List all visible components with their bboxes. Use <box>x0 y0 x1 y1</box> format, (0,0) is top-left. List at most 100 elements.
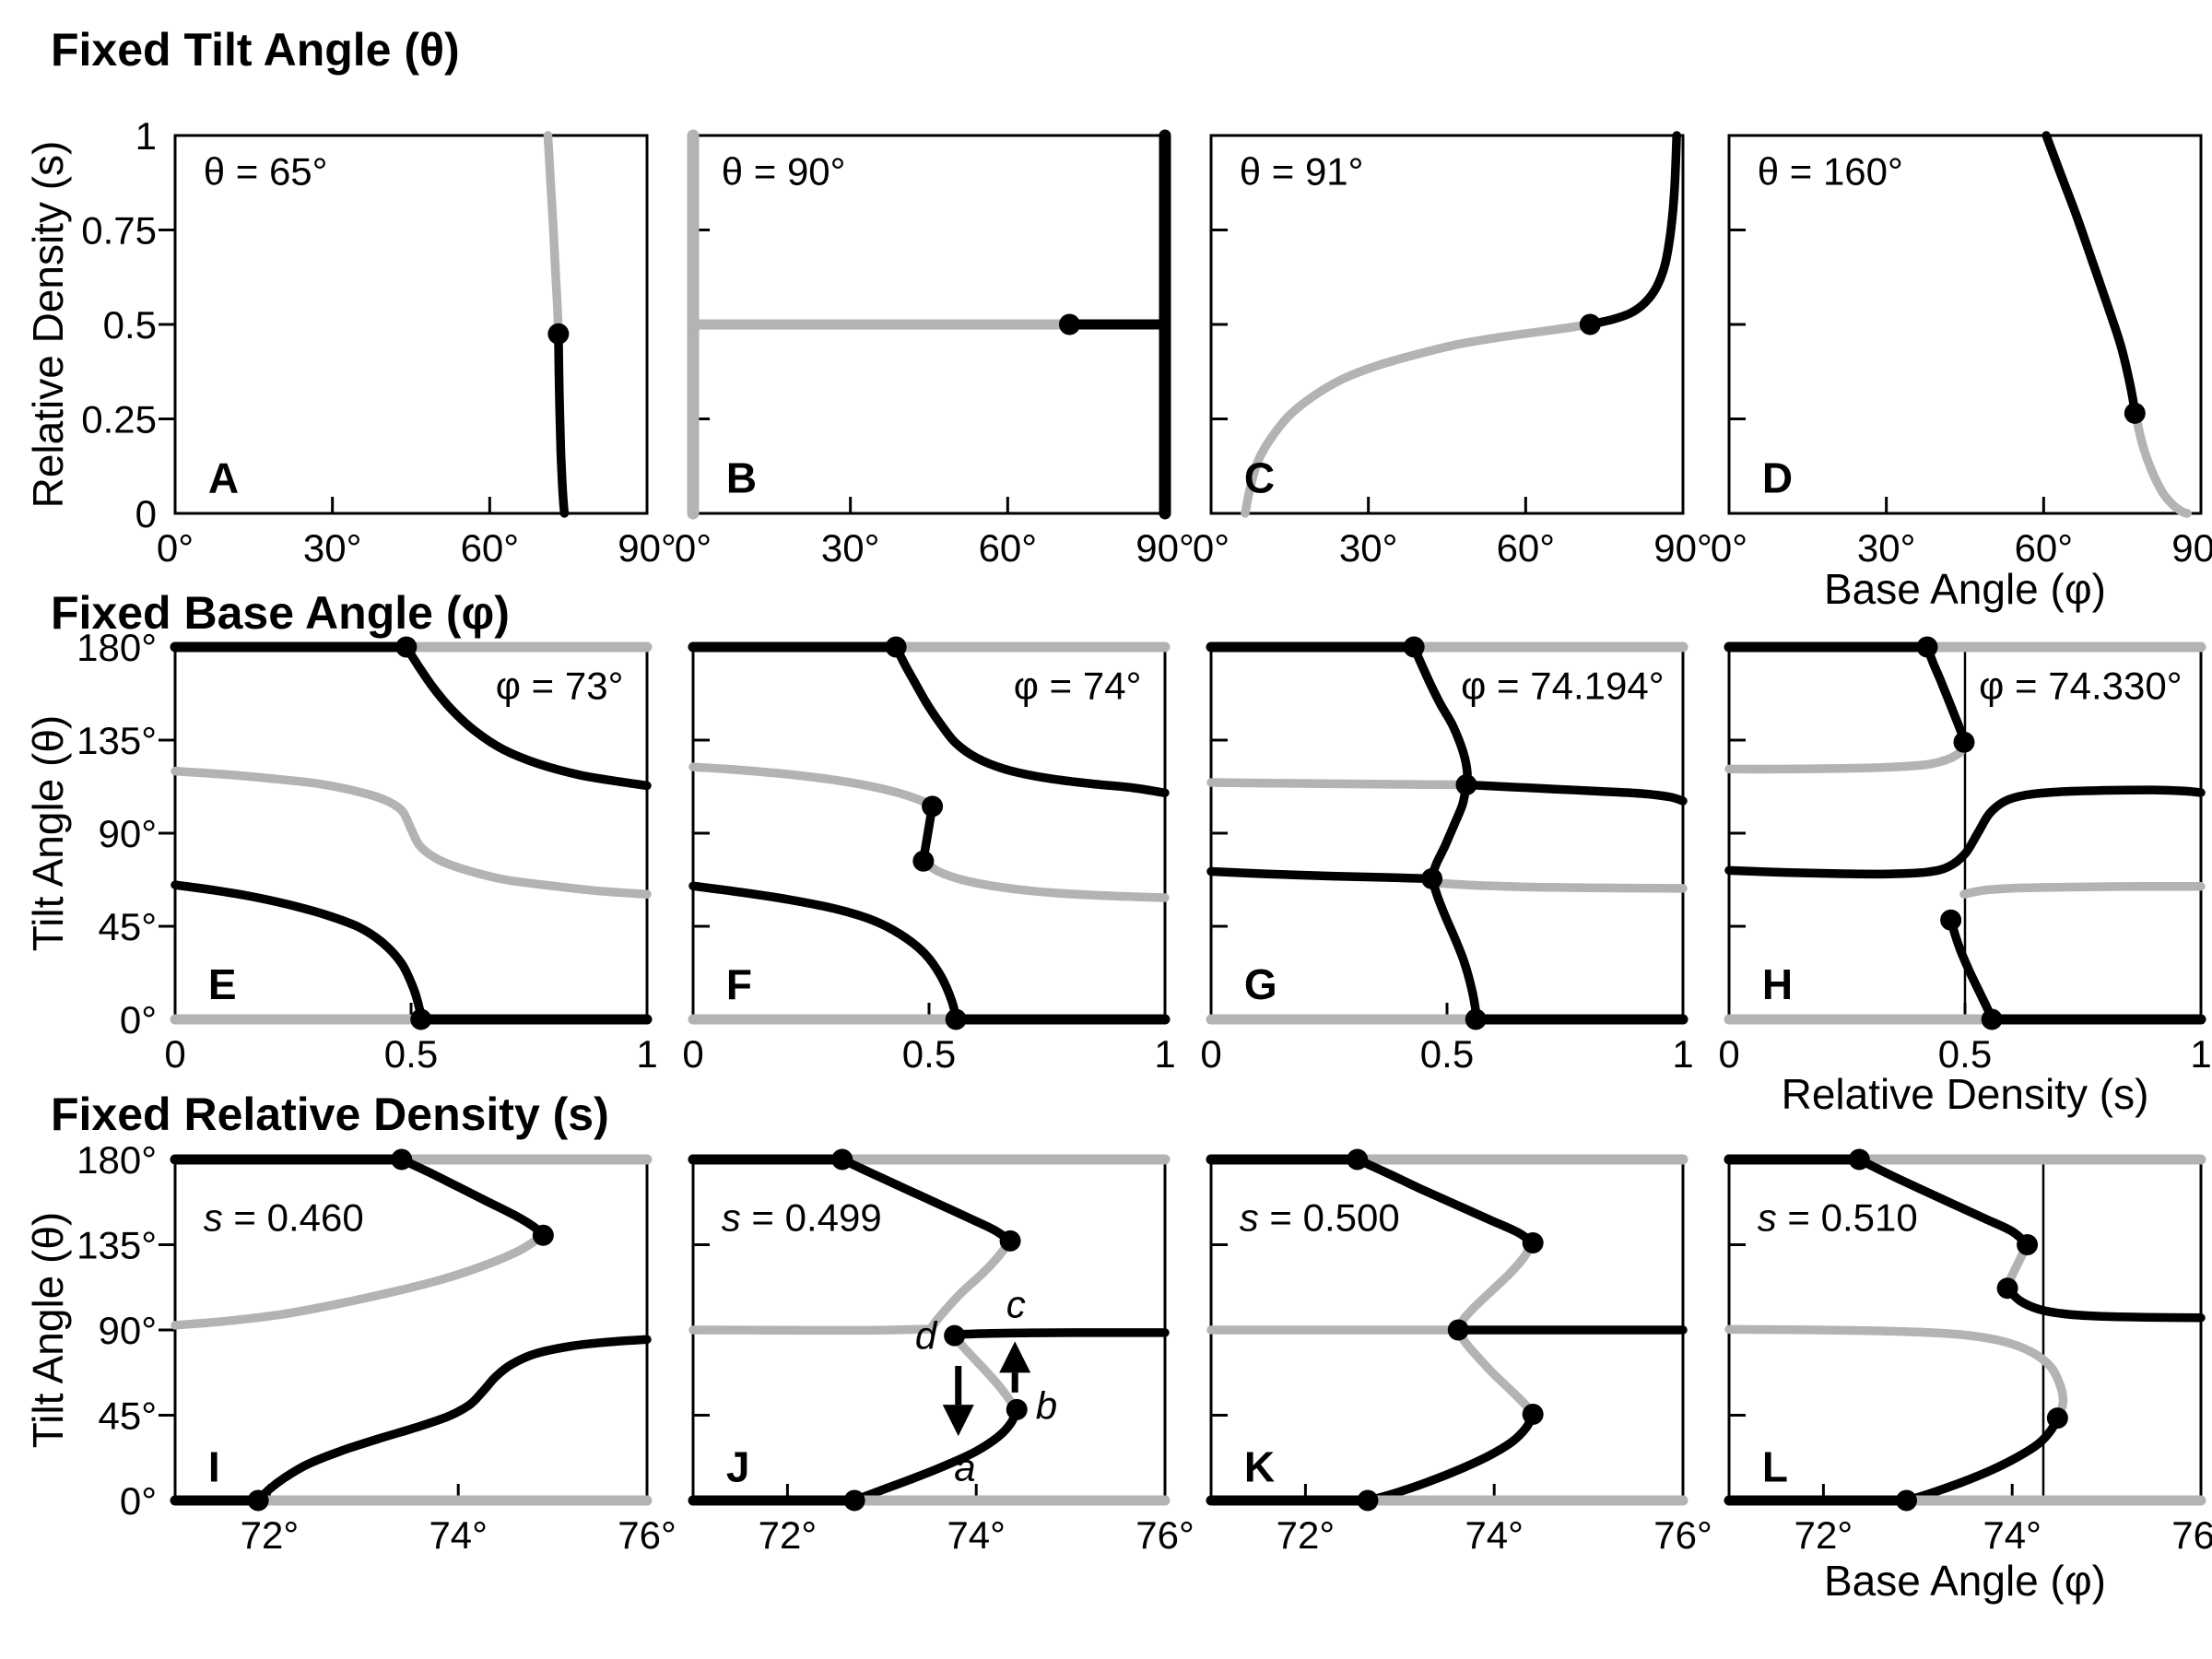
ticks: 72° 74° 76° <box>1729 1243 2212 1557</box>
x-tick-label: 90° <box>1653 526 1712 570</box>
x-tick-label: 0 <box>164 1032 185 1076</box>
y-tick-label: 90° <box>98 812 157 855</box>
data-point <box>1940 909 1962 931</box>
x-tick-label: 60° <box>2015 526 2074 570</box>
data-point <box>843 1489 865 1512</box>
point-label-b: b <box>1036 1384 1057 1428</box>
data-point <box>912 850 935 872</box>
y-tick-label: 0° <box>120 998 157 1041</box>
y-tick-label: 0.25 <box>81 398 157 441</box>
panel-letter: C <box>1244 453 1275 501</box>
curve-gray <box>919 856 1170 902</box>
x-tick-label: 0 <box>1718 1032 1739 1076</box>
data-point <box>2124 402 2146 424</box>
curve-black <box>1352 1155 1537 1248</box>
data-point <box>1465 1008 1487 1030</box>
curve-black <box>1585 131 1681 329</box>
y-axis-label-row3: Tilt Angle (θ) <box>24 1211 72 1449</box>
panel-letter: L <box>1762 1443 1788 1491</box>
curve-black <box>949 1328 1170 1339</box>
data-point <box>885 636 907 658</box>
x-tick-label: 76° <box>2171 1513 2212 1557</box>
x-tick-label: 72° <box>1794 1513 1853 1557</box>
panel-annotation: θ = 65° <box>204 149 328 193</box>
curve-gray <box>171 766 652 899</box>
data-point <box>945 1008 967 1030</box>
section-title-fixed-tilt-angle: Fixed Tilt Angle (θ) <box>51 24 460 76</box>
panel-annotation: s = 0.499 <box>722 1196 882 1240</box>
curve-gray <box>949 1332 1021 1415</box>
ticks: 0 0.5 1 0° 45° 90° 135° 180° <box>76 626 658 1076</box>
panel-L: 72° 74° 76° s = 0.510 L <box>1724 1148 2212 1557</box>
curve-black <box>554 327 570 518</box>
data-point <box>2046 1407 2068 1430</box>
curve-black <box>2003 1284 2206 1323</box>
data-point <box>247 1489 269 1512</box>
x-tick-label: 90° <box>2171 526 2212 570</box>
y-tick-label: 0.75 <box>81 209 157 253</box>
curve-black <box>688 881 961 1024</box>
y-tick-label: 180° <box>76 626 157 669</box>
panel-annotation: s = 0.460 <box>204 1196 364 1240</box>
data-point <box>1981 1008 2003 1030</box>
curve-black <box>1206 866 1437 884</box>
data-point <box>1579 313 1601 335</box>
data-point <box>1403 636 1425 658</box>
ticks: 0° 30° 60° 90° <box>675 229 1194 570</box>
curve-black <box>397 1155 548 1240</box>
curve-gray <box>1959 881 2206 899</box>
curve-gray <box>1206 778 1471 790</box>
panel-F: 0 0.5 1φ = 74°F <box>682 636 1176 1076</box>
curve-black <box>1854 1155 2032 1250</box>
x-tick-label: 90° <box>618 526 677 570</box>
y-tick-label: 135° <box>76 719 157 762</box>
panel-annotation: θ = 160° <box>1758 149 1903 193</box>
point-label-a: a <box>954 1445 975 1488</box>
x-tick-label: 1 <box>1154 1032 1175 1076</box>
y-tick-label: 45° <box>98 1394 157 1438</box>
data-point <box>1996 1277 2018 1300</box>
x-tick-label: 1 <box>1672 1032 1693 1076</box>
curve-gray <box>927 1236 1015 1332</box>
panel-H: 0 0.5 1φ = 74.330°H <box>1718 636 2212 1076</box>
data-point <box>944 1324 966 1347</box>
x-axis-label-row1: Base Angle (φ) <box>1824 565 2106 613</box>
data-point <box>831 1148 853 1171</box>
data-point <box>1455 773 1477 795</box>
panel-letter: I <box>208 1443 220 1491</box>
curve-gray <box>1724 747 1965 774</box>
x-tick-label: 1 <box>636 1032 657 1076</box>
x-tick-label: 90° <box>1135 526 1194 570</box>
panel-G: 0 0.5 1φ = 74.194°G <box>1200 636 1694 1076</box>
curve-gray <box>543 131 563 336</box>
point-label-d: d <box>915 1314 938 1358</box>
panel-letter: F <box>726 960 752 1008</box>
x-tick-label: 76° <box>618 1513 677 1557</box>
y-tick-label: 135° <box>76 1224 157 1267</box>
panel-letter: A <box>208 453 239 501</box>
panel-I: 72° 74° 76° 0° 45° 90° 135° 180° s = 0.460 I <box>76 1138 677 1557</box>
panel-annotation: φ = 74.330° <box>1979 665 2182 708</box>
x-tick-label: 0° <box>675 526 712 570</box>
panel-E: 0 0.5 1 0° 45° 90° 135° 180° φ = 73° E <box>76 626 658 1076</box>
panel-annotation: φ = 74.194° <box>1461 665 1664 708</box>
panel-D: 0° 30° 60° 90° θ = 160° D <box>1711 131 2212 570</box>
curve-gray <box>1454 1328 1537 1419</box>
panel-letter: K <box>1244 1443 1275 1491</box>
ticks: 72° 74° 76° <box>1211 1243 1712 1557</box>
curve-black <box>1923 642 1969 746</box>
data-point <box>391 1148 413 1171</box>
data-point <box>532 1224 554 1246</box>
x-tick-label: 60° <box>979 526 1038 570</box>
curve-black <box>1427 874 1481 1024</box>
x-tick-label: 30° <box>1857 526 1916 570</box>
curve-gray <box>1241 320 1595 518</box>
x-tick-label: 0 <box>682 1032 703 1076</box>
ticks: 0 0.5 1 <box>682 738 1176 1076</box>
panel-letter: G <box>1244 960 1277 1008</box>
ticks: 72° 74° 76° <box>693 1243 1194 1557</box>
panel-C: 0° 30° 60° 90° θ = 91° C <box>1193 131 1712 570</box>
panel-annotation: s = 0.500 <box>1240 1196 1400 1240</box>
x-tick-label: 1 <box>2190 1032 2211 1076</box>
